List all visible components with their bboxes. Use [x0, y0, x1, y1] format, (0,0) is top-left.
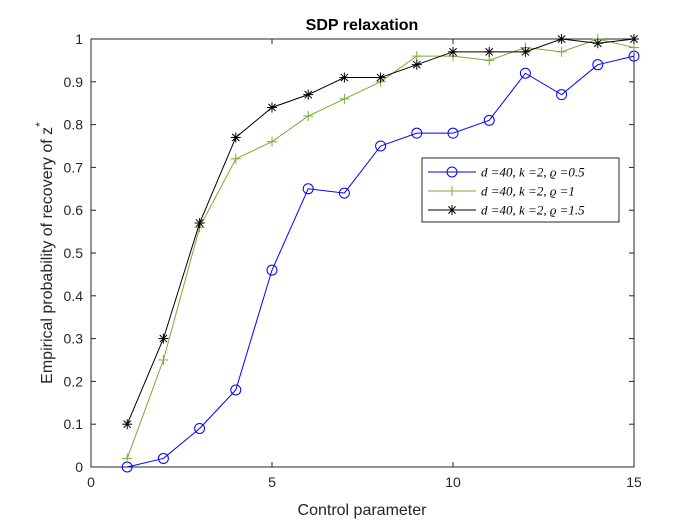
y-tick-label: 0.1 — [64, 416, 84, 432]
chart-title: SDP relaxation — [306, 17, 419, 34]
legend-marker-0 — [446, 166, 458, 178]
x-tick-label: 10 — [445, 474, 461, 490]
data-point — [267, 102, 277, 113]
y-tick-label: 0.5 — [64, 245, 84, 261]
data-point — [230, 384, 242, 396]
data-point — [484, 46, 495, 57]
data-point — [158, 333, 169, 344]
legend-entry-label: d =40, k =2, ϱ =0.5 — [481, 165, 585, 180]
y-axis-label-main: Empirical probability of recovery of z — [39, 127, 56, 384]
data-point — [194, 218, 205, 229]
series-layer — [121, 34, 640, 473]
data-point — [592, 59, 604, 71]
data-point — [519, 67, 531, 79]
data-point — [302, 183, 314, 195]
data-point — [411, 51, 422, 62]
data-point — [556, 89, 568, 101]
x-tick-label: 0 — [87, 474, 95, 490]
data-point — [158, 355, 169, 365]
y-axis-label-superscript: * — [33, 122, 47, 127]
data-point — [375, 140, 387, 152]
legend-marker-1 — [447, 186, 457, 196]
data-point — [339, 93, 350, 104]
data-point — [484, 55, 495, 66]
data-point — [303, 89, 314, 100]
y-tick-label: 0.9 — [64, 74, 84, 90]
x-axis-label: Control parameter — [298, 502, 428, 519]
data-point — [122, 453, 133, 464]
y-tick-label: 0.3 — [64, 331, 84, 347]
data-point — [122, 419, 133, 430]
data-point — [338, 187, 350, 199]
legend-marker-2 — [447, 205, 457, 215]
data-point — [411, 127, 423, 139]
data-point — [339, 72, 350, 83]
data-point — [267, 136, 277, 147]
y-axis-label-group: Empirical probability of recovery of z* — [33, 122, 56, 384]
data-point — [157, 452, 169, 464]
series-line-0 — [127, 55, 635, 468]
data-point — [411, 59, 422, 70]
legend: d =40, k =2, ϱ =0.5 d =40, k =2, ϱ =1 d =4… — [421, 157, 620, 223]
data-point — [556, 34, 567, 44]
y-tick-label: 0.6 — [64, 202, 84, 218]
y-tick-label: 0.2 — [64, 373, 84, 389]
data-point — [483, 114, 495, 126]
legend-entry-label: d =40, k =2, ϱ =1 — [481, 184, 575, 199]
y-tick-label: 0 — [75, 459, 83, 475]
data-point — [447, 127, 459, 139]
x-tick-label: 5 — [268, 474, 276, 490]
legend-box — [421, 157, 620, 223]
data-point — [629, 34, 639, 44]
data-point — [520, 46, 531, 57]
data-point — [448, 46, 458, 57]
y-tick-label: 0.8 — [64, 117, 84, 133]
plot-area — [90, 38, 635, 468]
x-tick-label: 15 — [626, 474, 642, 490]
data-point — [556, 46, 567, 57]
y-tick-label: 1 — [75, 31, 83, 47]
data-point — [629, 42, 639, 53]
y-tick-label: 0.7 — [64, 159, 84, 175]
data-point — [266, 264, 278, 276]
y-axis-label: Empirical probability of recovery of z* — [33, 122, 56, 384]
data-point — [375, 72, 386, 83]
ticks: 0 5 10 15 0 0.1 0.2 0.3 0.4 0.5 0.6 0.7 0.8 0.9 1 — [64, 31, 642, 490]
data-point — [230, 132, 241, 143]
data-point — [592, 38, 603, 49]
data-point — [303, 111, 314, 122]
data-point — [230, 153, 241, 164]
data-point — [194, 422, 206, 434]
legend-entry-label: d =40, k =2, ϱ =1.5 — [481, 203, 585, 218]
series-2 — [122, 34, 639, 430]
y-tick-label: 0.4 — [64, 288, 84, 304]
